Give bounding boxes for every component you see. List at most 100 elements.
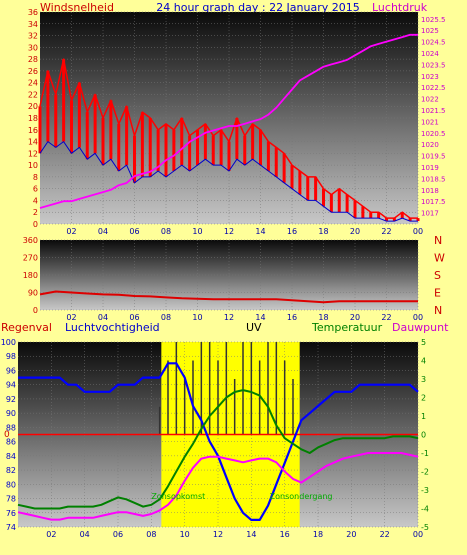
x-tick-label: 12 [224, 227, 234, 236]
y-left-tick-label: 76 [6, 509, 16, 518]
y-left-tick-label: 14 [28, 138, 38, 147]
y-right-tick-label: -1 [421, 449, 429, 458]
y-right-tick-label: 1021 [421, 118, 439, 126]
y-right-tick-label: 1018 [421, 187, 439, 195]
y-right-tick-label: 1019 [421, 164, 439, 172]
y-left-tick-label: 84 [6, 452, 16, 461]
x-tick-label: 04 [98, 313, 108, 322]
y-right-tick-label: 1024 [421, 50, 439, 58]
x-tick-label: 06 [129, 227, 139, 236]
y-left-tick-label: 78 [6, 495, 16, 504]
x-tick-label: 04 [98, 227, 108, 236]
x-tick-label: 18 [313, 530, 323, 539]
y-right-tick-label: 1021.5 [421, 107, 446, 115]
y-right-tick-label: 0 [421, 431, 426, 440]
x-tick-label: 18 [318, 227, 328, 236]
x-tick-label: 06 [129, 313, 139, 322]
rain-label: Regenval [1, 321, 52, 334]
temperature-label: Temperatuur [311, 321, 383, 334]
x-tick-label: 02 [46, 530, 56, 539]
x-tick-label: 20 [350, 227, 360, 236]
y-left-tick-label: 0 [33, 306, 38, 315]
y-right-tick-label: 5 [421, 338, 426, 347]
y-right-tick-label: 3 [421, 375, 426, 384]
x-tick-label: 08 [161, 227, 171, 236]
y-right-tick-label: 4 [421, 357, 426, 366]
y-left-tick-label: 30 [28, 43, 38, 52]
temperature-line [17, 389, 419, 510]
y-left-tick-label: 82 [6, 466, 16, 475]
y-left-tick-label: 22 [28, 90, 38, 99]
x-tick-label: 00 [413, 227, 423, 236]
x-tick-label: 12 [213, 530, 223, 539]
wind-average-line [39, 141, 418, 222]
y-right-tick-label: 1020.5 [421, 130, 446, 138]
x-tick-label: 16 [287, 227, 297, 236]
dewpoint-label: Dauwpunt [392, 321, 449, 334]
x-tick-label: 10 [192, 227, 202, 236]
y-left-tick-label: 180 [23, 271, 38, 280]
x-tick-label: 02 [66, 227, 76, 236]
y-right-tick-label: 1023 [421, 73, 439, 81]
y-right-tick-label: 1022 [421, 96, 439, 104]
x-tick-label: 14 [255, 227, 265, 236]
x-tick-label: 12 [224, 313, 234, 322]
x-tick-label: 14 [246, 530, 256, 539]
compass-label: W [434, 252, 445, 265]
x-tick-label: 22 [381, 227, 391, 236]
compass-label: E [434, 287, 441, 300]
dewpoint-line [17, 452, 419, 521]
y-right-tick-label: 1024.5 [421, 39, 446, 47]
x-tick-label: 10 [192, 313, 202, 322]
uv-label: UV [246, 321, 262, 334]
x-tick-label: 22 [380, 530, 390, 539]
pressure-line [39, 33, 418, 209]
y-left-tick-label: 10 [28, 161, 38, 170]
x-tick-label: 10 [180, 530, 190, 539]
x-tick-label: 20 [350, 313, 360, 322]
y-right-tick-label: 1023.5 [421, 61, 446, 69]
y-right-tick-label: 1025 [421, 27, 439, 35]
x-tick-label: 06 [113, 530, 123, 539]
y-left-tick-label: 24 [28, 79, 38, 88]
y-left-tick-label: 88 [6, 423, 16, 432]
y-left-tick-label: 8 [33, 173, 38, 182]
sunrise-annotation: Zonsopkomst [151, 492, 205, 501]
y-left-tick-label: 36 [28, 8, 38, 17]
x-tick-label: 08 [146, 530, 156, 539]
y-right-tick-label: 1018.5 [421, 175, 446, 183]
sunset-annotation: Zonsondergang [270, 492, 333, 501]
wind-speed-label: Windsnelheid [40, 1, 114, 14]
y-right-tick-label: 1025.5 [421, 16, 446, 24]
y-left-tick-label: 80 [6, 480, 16, 489]
rain-zero-label: 0 [4, 430, 10, 440]
humidity-label: Luchtvochtigheid [65, 321, 160, 334]
y-right-tick-label: 1022.5 [421, 84, 446, 92]
y-right-tick-label: -4 [421, 505, 429, 514]
pressure-label: Luchtdruk [372, 1, 428, 14]
y-left-tick-label: 98 [6, 352, 16, 361]
y-left-tick-label: 4 [33, 196, 38, 205]
wind-direction-line [39, 290, 418, 304]
chart-title: 24 hour graph day : 22 January 2015 [156, 1, 360, 14]
y-left-tick-label: 92 [6, 395, 16, 404]
compass-label: N [434, 234, 442, 247]
x-tick-label: 22 [381, 313, 391, 322]
x-tick-label: 16 [287, 313, 297, 322]
y-left-tick-label: 18 [28, 114, 38, 123]
y-left-tick-label: 20 [28, 102, 38, 111]
y-right-tick-label: 1017 [421, 210, 439, 218]
y-left-tick-label: 270 [23, 254, 38, 263]
x-tick-label: 00 [413, 313, 423, 322]
x-tick-label: 04 [80, 530, 90, 539]
y-left-tick-label: 16 [28, 126, 38, 135]
y-left-tick-label: 100 [1, 338, 16, 347]
compass-label: S [434, 269, 441, 282]
y-left-tick-label: 26 [28, 67, 38, 76]
wind-gust-line [39, 58, 418, 219]
y-left-tick-label: 90 [28, 289, 38, 298]
y-left-tick-label: 0 [33, 220, 38, 229]
